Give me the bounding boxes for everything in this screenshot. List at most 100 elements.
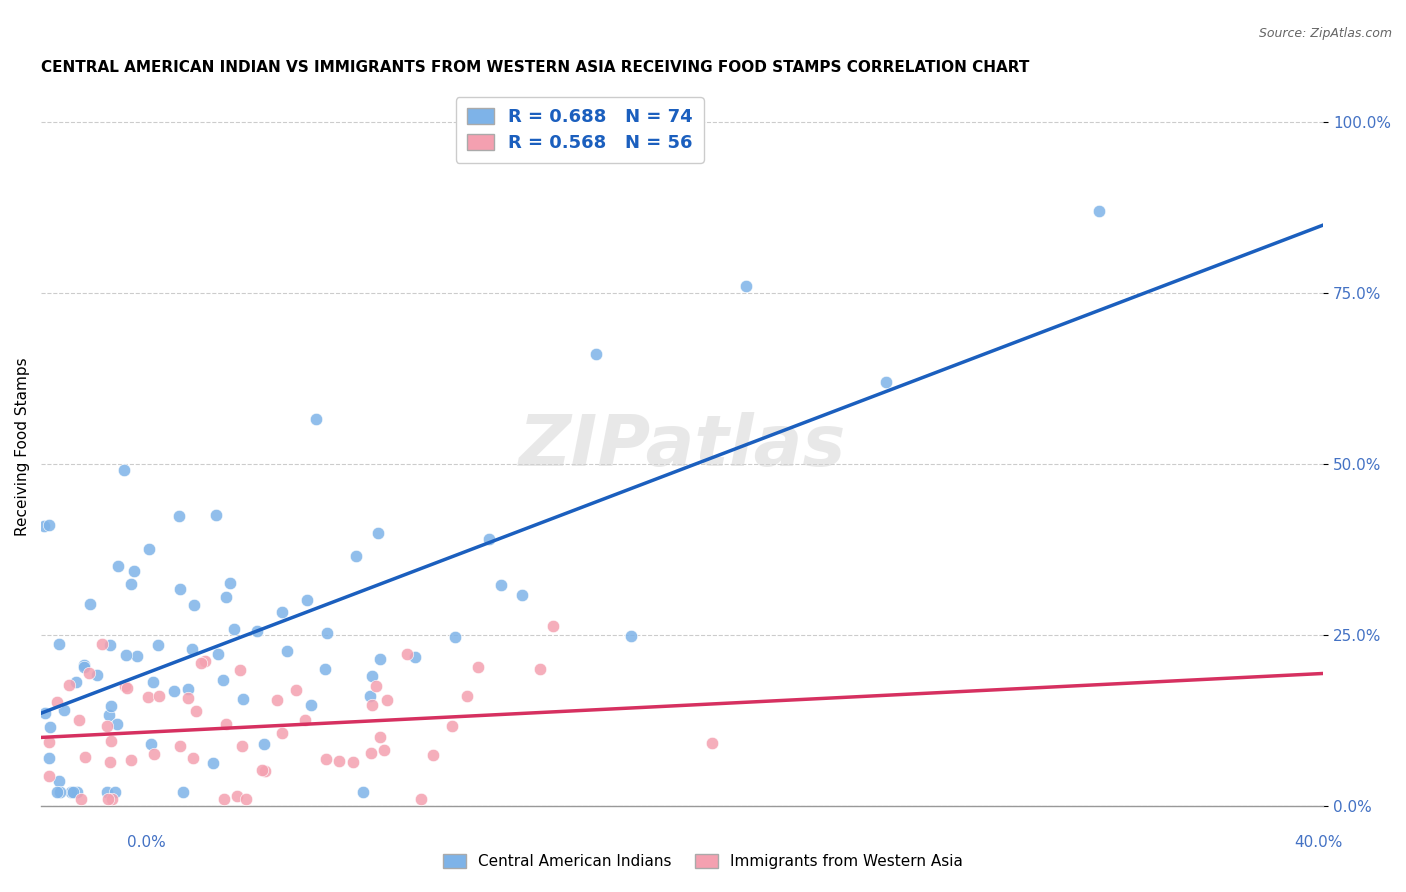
Point xyxy=(100,699,122,714)
Point xyxy=(181,750,204,764)
Point xyxy=(367,526,389,541)
Point xyxy=(38,770,60,784)
Point xyxy=(316,626,339,640)
Point xyxy=(138,542,160,557)
Point xyxy=(529,662,551,676)
Point xyxy=(422,748,444,763)
Point xyxy=(115,648,138,663)
Point xyxy=(395,647,418,661)
Point xyxy=(104,785,127,799)
Point xyxy=(224,623,246,637)
Text: 0.0%: 0.0% xyxy=(127,836,166,850)
Point xyxy=(114,463,136,477)
Point xyxy=(352,785,374,799)
Point xyxy=(585,347,607,361)
Point xyxy=(271,605,294,619)
Point xyxy=(361,669,384,683)
Point xyxy=(67,713,90,727)
Point xyxy=(69,791,91,805)
Point xyxy=(177,681,200,696)
Point xyxy=(246,624,269,638)
Point xyxy=(46,785,69,799)
Point xyxy=(124,565,146,579)
Point xyxy=(96,785,118,799)
Text: CENTRAL AMERICAN INDIAN VS IMMIGRANTS FROM WESTERN ASIA RECEIVING FOOD STAMPS CO: CENTRAL AMERICAN INDIAN VS IMMIGRANTS FR… xyxy=(41,60,1029,75)
Point xyxy=(172,785,194,799)
Point xyxy=(328,755,350,769)
Point xyxy=(370,652,392,666)
Point xyxy=(91,636,114,650)
Point xyxy=(295,592,318,607)
Point xyxy=(48,773,70,788)
Point xyxy=(34,706,56,720)
Point xyxy=(65,675,87,690)
Point xyxy=(294,713,316,727)
Point xyxy=(305,412,328,426)
Text: 40.0%: 40.0% xyxy=(1295,836,1343,850)
Text: ZIPatlas: ZIPatlas xyxy=(519,412,846,482)
Point xyxy=(373,743,395,757)
Point xyxy=(183,598,205,612)
Point xyxy=(62,785,84,799)
Point xyxy=(215,717,238,731)
Point xyxy=(142,675,165,690)
Point xyxy=(219,576,242,591)
Point xyxy=(107,559,129,574)
Point xyxy=(58,678,80,692)
Point xyxy=(270,726,292,740)
Point xyxy=(115,681,138,696)
Point xyxy=(148,689,170,703)
Point xyxy=(875,375,897,389)
Point xyxy=(177,690,200,705)
Point xyxy=(201,756,224,771)
Text: Source: ZipAtlas.com: Source: ZipAtlas.com xyxy=(1258,27,1392,40)
Point xyxy=(79,666,101,681)
Point xyxy=(207,647,229,661)
Point xyxy=(98,755,121,769)
Point xyxy=(72,658,94,673)
Point xyxy=(375,693,398,707)
Point xyxy=(314,662,336,676)
Point xyxy=(212,673,235,687)
Point xyxy=(101,791,124,805)
Point xyxy=(38,735,60,749)
Point xyxy=(1088,204,1111,219)
Point xyxy=(212,791,235,805)
Point xyxy=(478,532,501,546)
Point xyxy=(409,791,432,805)
Point xyxy=(360,746,382,760)
Point xyxy=(184,704,207,718)
Point xyxy=(105,717,128,731)
Point xyxy=(276,644,298,658)
Point xyxy=(299,698,322,713)
Point xyxy=(215,590,238,604)
Point xyxy=(315,751,337,765)
Point xyxy=(59,785,82,799)
Legend: Central American Indians, Immigrants from Western Asia: Central American Indians, Immigrants fro… xyxy=(437,848,969,875)
Point xyxy=(229,663,252,677)
Point xyxy=(34,519,56,533)
Point xyxy=(163,684,186,698)
Legend: R = 0.688   N = 74, R = 0.568   N = 56: R = 0.688 N = 74, R = 0.568 N = 56 xyxy=(456,97,703,162)
Point xyxy=(344,549,367,563)
Point xyxy=(190,656,212,670)
Point xyxy=(45,695,67,709)
Point xyxy=(38,751,60,765)
Point xyxy=(86,668,108,682)
Point xyxy=(98,638,121,652)
Point xyxy=(96,719,118,733)
Point xyxy=(735,279,758,293)
Point xyxy=(467,659,489,673)
Point xyxy=(361,698,384,713)
Point xyxy=(253,764,276,778)
Point xyxy=(180,641,202,656)
Point xyxy=(491,578,513,592)
Point xyxy=(456,689,478,703)
Point xyxy=(48,637,70,651)
Point xyxy=(97,791,120,805)
Point xyxy=(440,719,463,733)
Point xyxy=(342,755,364,769)
Point xyxy=(285,683,308,698)
Point xyxy=(252,763,274,777)
Point xyxy=(404,650,426,665)
